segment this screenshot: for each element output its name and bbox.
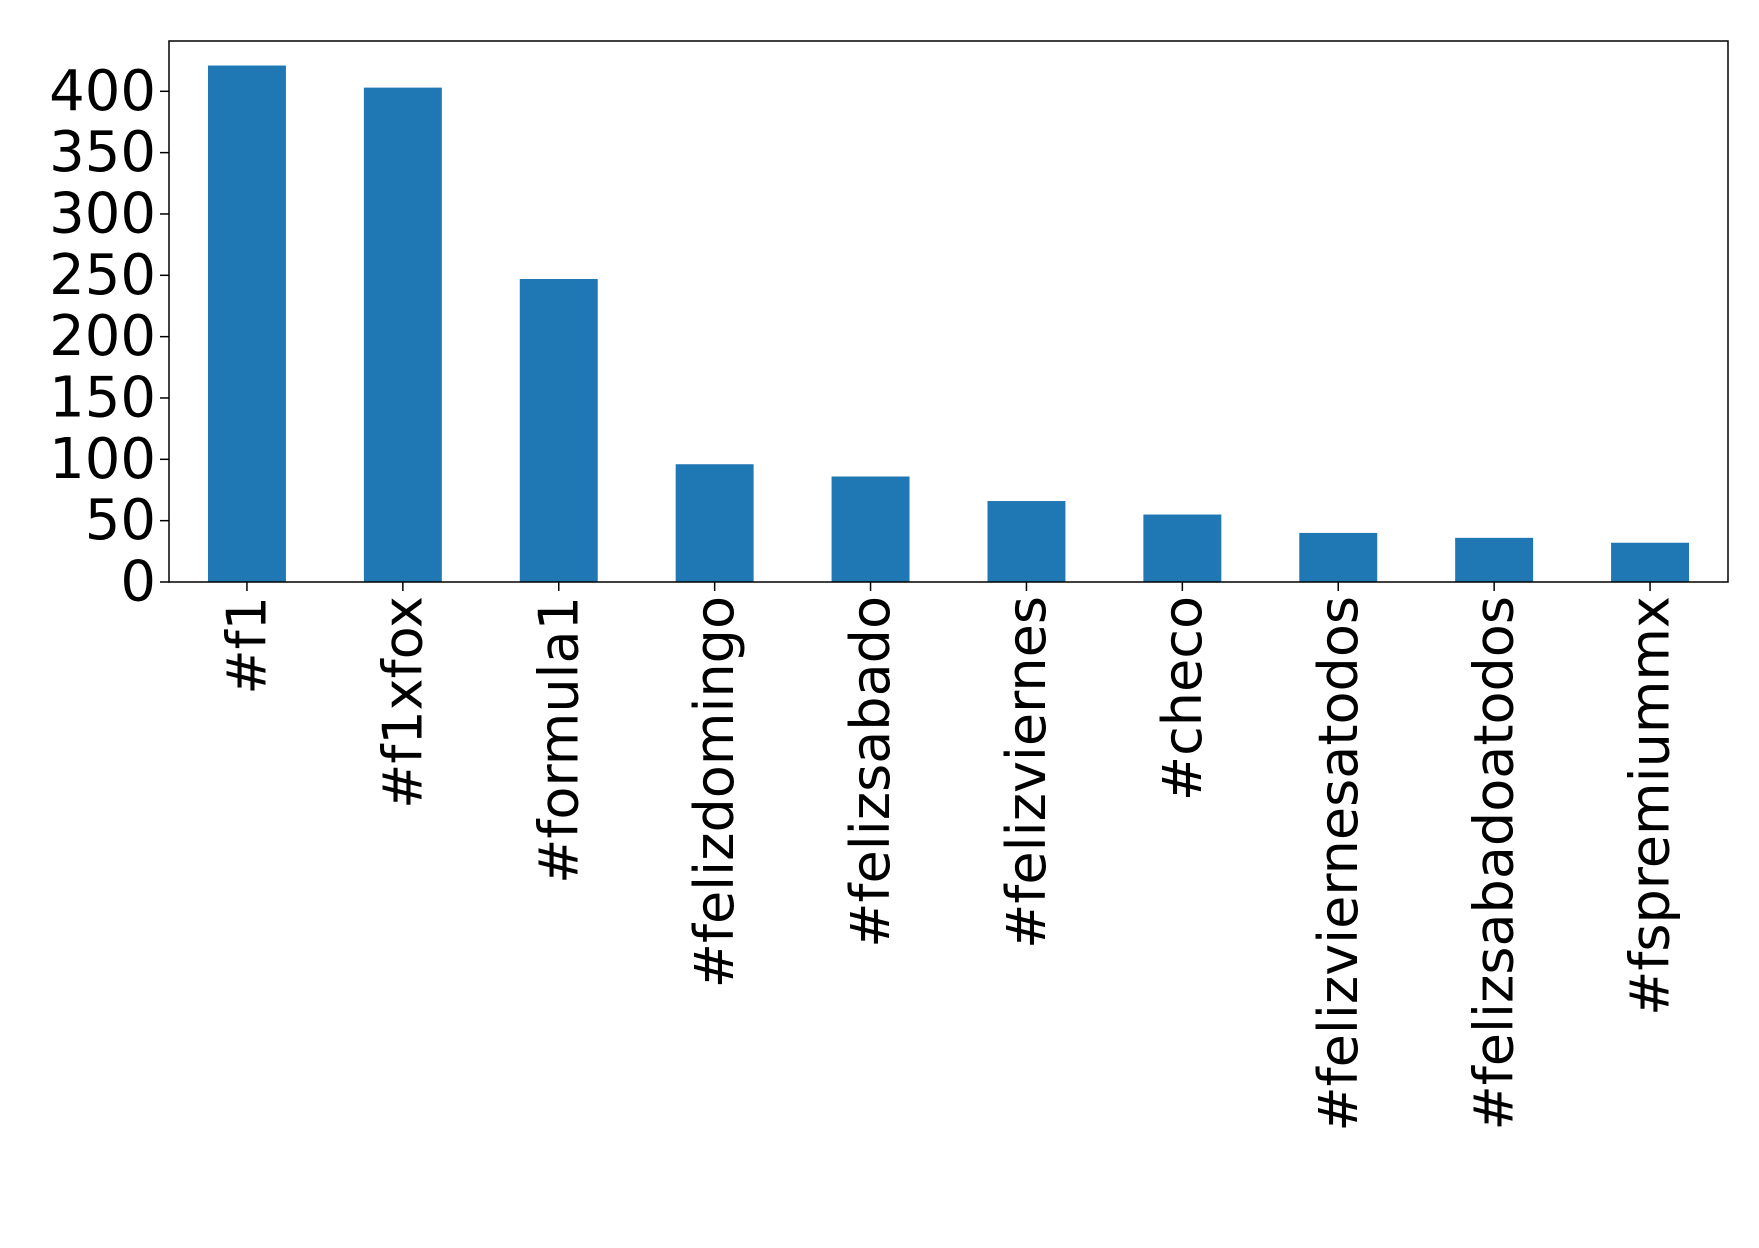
x-tick-label: #fspremiummx (1619, 596, 1682, 1016)
bar (519, 278, 598, 582)
bar (1611, 542, 1690, 582)
y-tick-label: 250 (49, 243, 156, 308)
y-tick-label: 100 (49, 427, 156, 492)
bar (1143, 514, 1222, 582)
bar (1455, 537, 1534, 582)
y-tick-label: 200 (49, 304, 156, 369)
plot-frame (168, 40, 1729, 583)
y-tick-label: 400 (49, 59, 156, 124)
x-tick-label: #felizviernes (995, 596, 1058, 949)
y-tick-label: 0 (120, 550, 156, 615)
bar (207, 65, 286, 582)
x-tick-label: #checo (1151, 596, 1214, 801)
x-tick-label: #f1 (215, 596, 278, 695)
bar (987, 501, 1066, 582)
bar (675, 464, 754, 582)
x-tick-label: #felizsabado (839, 596, 902, 948)
y-tick-label: 350 (49, 120, 156, 185)
bar (831, 476, 910, 582)
x-tick-label: #felizdomingo (683, 596, 746, 988)
x-tick-label: #felizsabadoatodos (1463, 596, 1526, 1131)
y-tick-label: 50 (85, 488, 156, 553)
bar (1299, 532, 1378, 582)
x-tick-label: #felizviernesatodos (1307, 596, 1370, 1132)
x-tick-label: #f1xfox (371, 596, 434, 809)
y-tick-label: 150 (49, 365, 156, 430)
bar (363, 87, 442, 582)
y-tick-label: 300 (49, 181, 156, 246)
x-tick-label: #formula1 (527, 596, 590, 884)
